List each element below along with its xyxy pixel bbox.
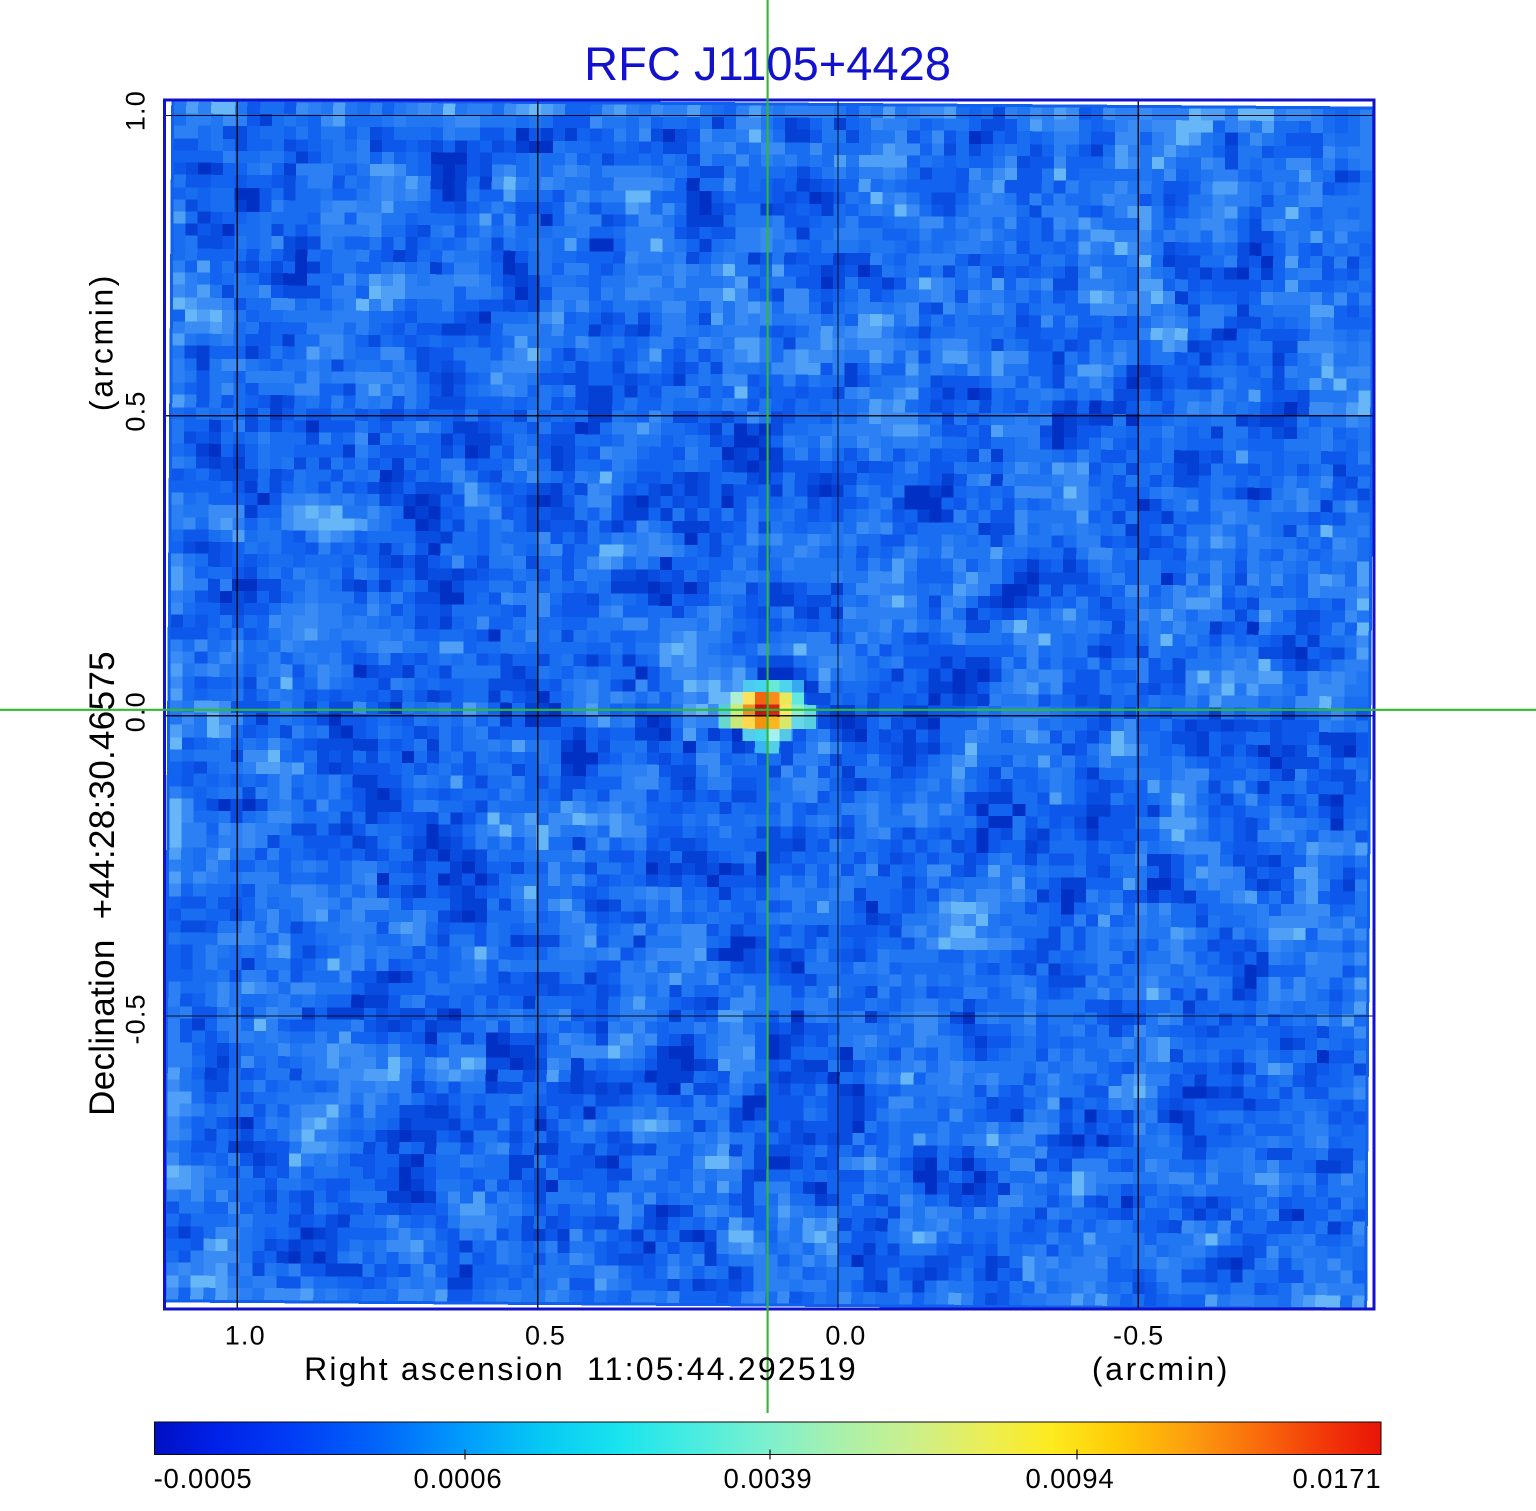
- svg-text:RFC J1105+4428: RFC J1105+4428: [584, 37, 951, 90]
- svg-text:0.0: 0.0: [825, 1321, 866, 1351]
- svg-text:Declination +44:28:30.46575: Declination +44:28:30.46575: [83, 651, 122, 1116]
- svg-text:-0.5: -0.5: [1113, 1321, 1164, 1351]
- svg-text:(arcmin): (arcmin): [1092, 1351, 1230, 1387]
- svg-text:0.5: 0.5: [525, 1321, 566, 1351]
- svg-text:0.0006: 0.0006: [414, 1463, 503, 1494]
- svg-text:1.0: 1.0: [121, 90, 151, 131]
- svg-text:0.0: 0.0: [121, 691, 151, 732]
- svg-text:Right ascension 11:05:44.2925: Right ascension 11:05:44.292519: [304, 1351, 858, 1387]
- svg-text:-0.0005: -0.0005: [154, 1463, 253, 1494]
- svg-text:1.0: 1.0: [225, 1321, 266, 1351]
- svg-text:0.0171: 0.0171: [1293, 1463, 1382, 1494]
- svg-text:(arcmin): (arcmin): [84, 273, 120, 411]
- svg-text:-0.5: -0.5: [121, 993, 151, 1044]
- svg-text:0.0039: 0.0039: [724, 1463, 813, 1494]
- svg-text:0.5: 0.5: [121, 390, 151, 431]
- svg-text:0.0094: 0.0094: [1026, 1463, 1115, 1494]
